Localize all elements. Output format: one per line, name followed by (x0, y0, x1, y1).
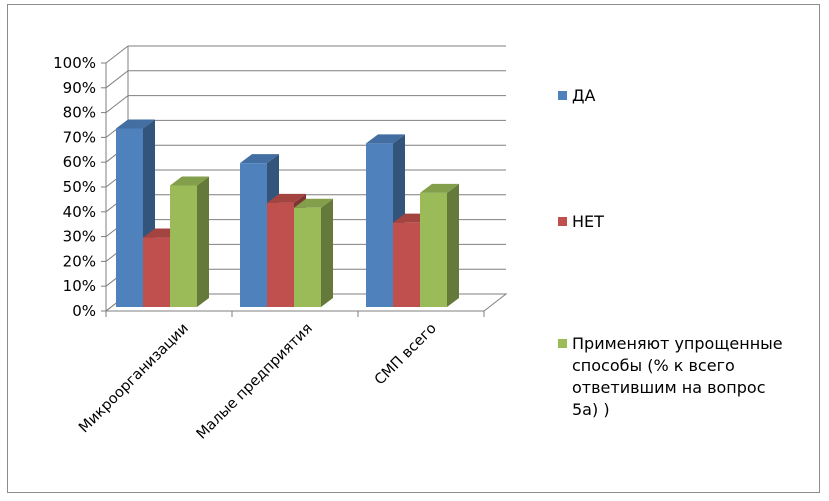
y-tick-label: 70% (63, 128, 96, 146)
legend-item-1: ДА (558, 86, 596, 105)
bar-front (170, 185, 197, 307)
x-category-label: Малые предприятия (194, 321, 316, 443)
y-tick-label: 20% (63, 252, 96, 270)
legend-swatch (558, 217, 567, 226)
y-tick-label: 30% (63, 228, 96, 246)
gridline-side (105, 95, 129, 113)
y-tick-label: 50% (63, 178, 96, 196)
y-tick-label: 40% (63, 203, 96, 221)
bars-layer (116, 119, 459, 307)
bar-front (294, 207, 321, 307)
x-category-label: СМП всего (372, 320, 440, 388)
y-tick-label: 10% (63, 277, 96, 295)
legend: ДА НЕТ Применяют упрощенные способы (% к вс… (558, 86, 783, 419)
gridline-side (105, 70, 129, 89)
legend-label: способы (% к всего (572, 356, 735, 375)
bar-side (197, 176, 209, 307)
bar-front (143, 237, 170, 307)
bar-top (420, 183, 459, 193)
bar-side (447, 183, 459, 307)
bar-front (240, 163, 267, 307)
legend-item-2: НЕТ (558, 212, 604, 231)
bar-front (116, 128, 143, 307)
legend-label: Применяют упрощенные (572, 334, 783, 353)
bar-front (366, 143, 393, 307)
x-axis-categories: Микроорганизации Малые предприятия СМП все… (76, 320, 440, 442)
gridline-side (105, 45, 129, 64)
bar-3-3 (420, 183, 459, 307)
bar-top (240, 154, 279, 164)
legend-swatch (558, 91, 567, 100)
bar-3-2 (294, 198, 333, 307)
bar-top (116, 119, 155, 129)
y-tick-label: 100% (53, 54, 96, 72)
bar-front (267, 202, 294, 307)
bar-top (170, 176, 209, 186)
x-category-label: Микроорганизации (76, 321, 192, 437)
legend-label: 5а) ) (572, 400, 610, 419)
y-tick-label: 0% (72, 302, 96, 320)
y-tick-label: 90% (63, 79, 96, 97)
legend-label: НЕТ (572, 212, 604, 231)
bar-front (420, 192, 447, 307)
bar-side (321, 198, 333, 307)
bar-top (267, 193, 306, 203)
bar-3-1 (170, 176, 209, 307)
y-tick-label: 60% (63, 153, 96, 171)
legend-item-3: Применяют упрощенные способы (% к всего от… (558, 334, 783, 419)
legend-swatch (558, 339, 567, 348)
bar-top (366, 134, 405, 144)
y-tick-label: 80% (63, 104, 96, 122)
y-axis-ticks: 0% 10% 20% 30% 40% 50% 60% 70% 80% 90% 100% (53, 54, 96, 320)
legend-label: ответившим на вопрос (572, 378, 766, 397)
bar-front (393, 222, 420, 307)
bar-top (294, 198, 333, 208)
legend-label: ДА (572, 86, 596, 105)
